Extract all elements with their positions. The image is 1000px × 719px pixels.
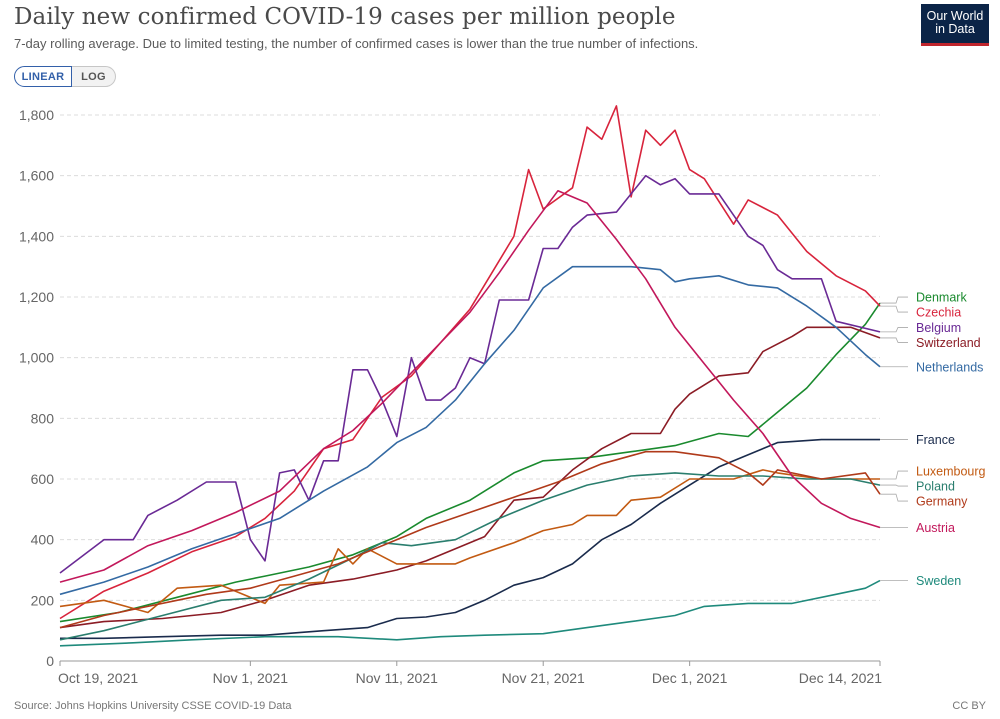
logo-line-1: Our World bbox=[926, 9, 984, 23]
y-tick-label: 1,200 bbox=[19, 289, 54, 305]
series-line-czechia bbox=[59, 105, 881, 620]
x-tick-label: Oct 19, 2021 bbox=[58, 670, 138, 686]
legend-label-germany: Germany bbox=[916, 495, 968, 509]
legend-connector bbox=[880, 305, 908, 313]
legend-connector bbox=[880, 337, 908, 343]
y-tick-label: 1,800 bbox=[19, 107, 54, 123]
chart-subtitle: 7-day rolling average. Due to limited te… bbox=[14, 36, 699, 51]
y-axis-ticks: 0 200 400 600 800 1,000 1,200 1,400 1,600 1,800 bbox=[19, 107, 54, 669]
linear-scale-button[interactable]: LINEAR bbox=[14, 66, 72, 87]
y-tick-label: 1,000 bbox=[19, 350, 54, 366]
x-axis-ticks: Oct 19, 2021 Nov 1, 2021 Nov 11, 2021 Nov 2… bbox=[58, 661, 882, 686]
chart-title: Daily new confirmed COVID-19 cases per m… bbox=[14, 4, 676, 30]
legend-label-poland: Poland bbox=[916, 480, 955, 494]
legend-label-czechia: Czechia bbox=[916, 306, 961, 320]
legend-label-sweden: Sweden bbox=[916, 574, 961, 588]
x-tick-label: Nov 1, 2021 bbox=[213, 670, 289, 686]
legend-label-france: France bbox=[916, 433, 955, 447]
legend-connector bbox=[880, 493, 908, 502]
y-tick-label: 1,600 bbox=[19, 168, 54, 184]
x-tick-label: Dec 1, 2021 bbox=[652, 670, 728, 686]
y-tick-label: 800 bbox=[31, 410, 55, 426]
y-tick-label: 1,400 bbox=[19, 228, 54, 244]
series-line-poland bbox=[59, 472, 881, 641]
series-line-germany bbox=[59, 450, 881, 629]
license-link[interactable]: CC BY bbox=[952, 700, 986, 712]
series-line-austria bbox=[59, 190, 881, 583]
x-tick-label: Nov 11, 2021 bbox=[356, 670, 438, 686]
series-lines bbox=[59, 105, 881, 647]
legend-label-luxembourg: Luxembourg bbox=[916, 465, 986, 479]
log-scale-button[interactable]: LOG bbox=[72, 66, 116, 87]
series-line-netherlands bbox=[59, 265, 881, 596]
series-line-switzerland bbox=[59, 326, 881, 629]
series-line-france bbox=[60, 438, 880, 640]
legend-label-belgium: Belgium bbox=[916, 321, 961, 335]
legend-connector bbox=[880, 484, 908, 487]
legend-label-netherlands: Netherlands bbox=[916, 360, 983, 374]
x-tick-label: Dec 14, 2021 bbox=[799, 670, 882, 686]
x-tick-label: Nov 21, 2021 bbox=[502, 670, 585, 686]
series-line-sweden bbox=[59, 579, 881, 647]
legend-connector bbox=[880, 296, 908, 304]
y-tick-label: 600 bbox=[31, 471, 55, 487]
series-line-luxembourg bbox=[59, 469, 880, 614]
source-note: Source: Johns Hopkins University CSSE CO… bbox=[14, 700, 292, 712]
legend-label-switzerland: Switzerland bbox=[916, 336, 981, 350]
grid-lines bbox=[60, 114, 880, 662]
logo-line-2: in Data bbox=[935, 22, 975, 36]
legend-connector bbox=[880, 327, 908, 333]
legend-connector bbox=[880, 470, 908, 480]
y-tick-label: 0 bbox=[46, 653, 54, 669]
legend-label-austria: Austria bbox=[916, 521, 955, 535]
series-line-denmark bbox=[59, 302, 881, 623]
y-tick-label: 200 bbox=[31, 592, 55, 608]
legend-label-denmark: Denmark bbox=[916, 291, 967, 305]
series-line-belgium bbox=[59, 174, 881, 574]
owid-logo[interactable]: Our World in Data bbox=[921, 4, 989, 46]
y-tick-label: 400 bbox=[31, 532, 55, 548]
